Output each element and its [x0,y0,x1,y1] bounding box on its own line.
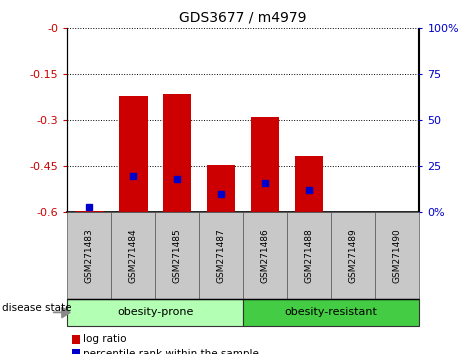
Bar [251,117,279,212]
Text: disease state: disease state [2,303,72,313]
Text: GSM271489: GSM271489 [348,228,357,283]
Text: log ratio: log ratio [83,335,126,344]
Text: GSM271490: GSM271490 [392,228,401,283]
Title: GDS3677 / m4979: GDS3677 / m4979 [179,10,307,24]
Bar [294,156,323,212]
Text: GSM271483: GSM271483 [85,228,94,283]
Text: obesity-resistant: obesity-resistant [284,307,377,318]
Bar [75,211,104,212]
Text: GSM271485: GSM271485 [173,228,182,283]
Text: GSM271486: GSM271486 [260,228,269,283]
Bar [207,165,235,212]
Text: GSM271484: GSM271484 [129,228,138,283]
Bar [163,94,192,212]
Text: GSM271488: GSM271488 [304,228,313,283]
Text: obesity-prone: obesity-prone [117,307,193,318]
Bar [119,96,147,212]
Text: percentile rank within the sample: percentile rank within the sample [83,349,259,354]
Text: GSM271487: GSM271487 [217,228,226,283]
